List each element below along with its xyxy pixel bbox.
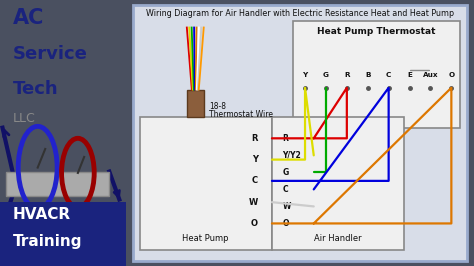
Text: C: C (386, 72, 392, 78)
Text: R: R (283, 134, 288, 143)
Text: C: C (283, 185, 288, 194)
Text: Service: Service (12, 45, 87, 63)
Bar (0, 202, 126, 266)
Text: Y: Y (252, 155, 258, 164)
Text: Air Handler: Air Handler (314, 234, 362, 243)
Text: C: C (252, 176, 258, 185)
Bar (272, 117, 404, 250)
Text: Thermostat Wire: Thermostat Wire (209, 110, 273, 119)
Text: R: R (252, 134, 258, 143)
Bar (187, 90, 204, 117)
Text: Y: Y (302, 72, 308, 78)
Text: Training: Training (12, 234, 82, 249)
Text: E: E (407, 72, 412, 78)
Text: HVACR: HVACR (12, 207, 71, 222)
Text: AC: AC (12, 8, 44, 28)
Text: Heat Pump: Heat Pump (182, 234, 229, 243)
Bar (6, 172, 109, 196)
Text: G: G (283, 168, 289, 177)
Text: R: R (344, 72, 350, 78)
Text: Tech: Tech (12, 80, 58, 98)
Text: LLC: LLC (12, 112, 35, 125)
Text: W: W (283, 202, 291, 211)
Bar (293, 21, 460, 128)
Text: W: W (249, 198, 258, 207)
Text: O: O (251, 219, 258, 228)
Text: Aux: Aux (423, 72, 438, 78)
Text: 18-8: 18-8 (209, 102, 226, 111)
Text: Y/Y2: Y/Y2 (283, 151, 301, 160)
Bar (139, 117, 272, 250)
Text: Heat Pump Thermostat: Heat Pump Thermostat (317, 27, 436, 36)
Text: B: B (365, 72, 371, 78)
Text: O: O (283, 219, 289, 228)
Text: O: O (448, 72, 455, 78)
Text: G: G (323, 72, 329, 78)
Text: Wiring Diagram for Air Handler with Electric Resistance Heat and Heat Pump: Wiring Diagram for Air Handler with Elec… (146, 9, 454, 18)
